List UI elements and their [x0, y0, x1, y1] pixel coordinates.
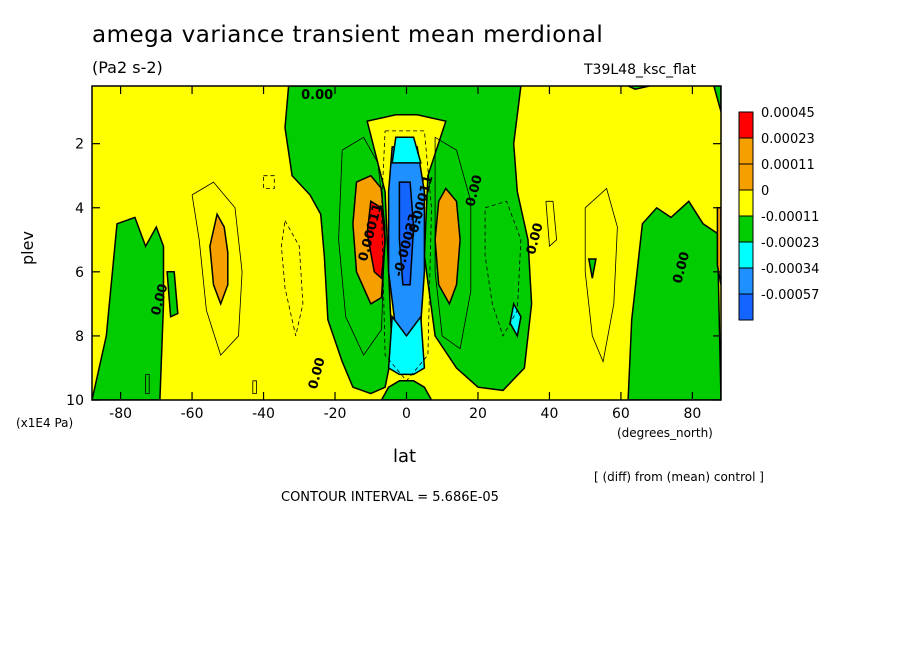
legend-label: -0.00011	[761, 210, 819, 225]
legend-label: -0.00023	[761, 236, 819, 251]
contour-line-sh-neg	[280, 220, 304, 336]
x-axis-units: (degrees_north)	[617, 426, 713, 440]
diff-footnote: [ (diff) from (mean) control ]	[594, 470, 764, 484]
contour-line-sh-small	[263, 175, 275, 189]
region-green-nh-top	[627, 86, 650, 90]
contour-line-small3	[252, 380, 257, 395]
color-legend: 0.00045 0.00023 0.00011 0 -0.00011 -0.00023 -0…	[738, 106, 819, 321]
region-green-bottom-center	[380, 380, 433, 400]
legend-swatch	[738, 137, 754, 165]
legend-swatch	[738, 163, 754, 191]
region-green-sh-small	[166, 271, 179, 318]
legend-label: 0	[761, 184, 769, 199]
contour-label: 0.00	[301, 88, 333, 103]
x-tick-label: 20	[469, 406, 487, 422]
region-green-nh-edge	[713, 86, 721, 112]
region-green-sh	[92, 216, 165, 400]
region-cyan-top	[391, 136, 422, 164]
contour-line-core-neg	[381, 130, 432, 382]
x-tick-label: 40	[541, 406, 559, 422]
x-axis-label: lat	[393, 446, 417, 467]
chart-title: amega variance transient mean merdional	[92, 22, 604, 48]
region-orange-sh	[209, 212, 229, 307]
y-axis: 2 4 6 8 10	[66, 137, 721, 409]
contour-line-sh-pos	[191, 181, 243, 356]
legend-label: -0.00034	[761, 262, 819, 277]
legend-swatch	[738, 241, 754, 269]
contour-line-e-neg	[484, 200, 522, 337]
contour-line-w-pos	[338, 136, 386, 356]
x-tick-label: -60	[181, 406, 204, 422]
region-darkblue	[398, 181, 415, 286]
y-axis-units: (x1E4 Pa)	[16, 416, 74, 430]
contour-line-e-pos	[434, 136, 472, 350]
legend-swatch	[738, 111, 754, 139]
y-tick-label: 10	[66, 393, 84, 409]
y-tick-label: 6	[75, 265, 84, 281]
y-tick-label: 2	[75, 137, 84, 153]
x-tick-label: -80	[109, 406, 132, 422]
x-tick-label: -40	[252, 406, 275, 422]
x-tick-label: 60	[612, 406, 630, 422]
region-green-small	[587, 258, 597, 279]
y-tick-label: 8	[75, 329, 84, 345]
legend-swatch	[738, 189, 754, 217]
region-green-nh	[627, 200, 721, 400]
region-cyan-center	[387, 314, 426, 376]
legend-label: 0.00023	[761, 132, 815, 147]
legend-label: -0.00057	[761, 288, 819, 303]
contour-interval: CONTOUR INTERVAL = 5.686E-05	[281, 490, 499, 505]
x-tick-label: -20	[324, 406, 347, 422]
legend-label: 0.00011	[761, 158, 815, 173]
region-cyan-small	[509, 301, 522, 339]
legend-label: 0.00045	[761, 106, 815, 121]
chart-units: (Pa2 s-2)	[92, 58, 163, 77]
run-label: T39L48_ksc_flat	[584, 62, 696, 78]
y-tick-label: 4	[75, 201, 84, 217]
contour-line-sh-small2	[145, 373, 150, 395]
legend-swatch	[738, 215, 754, 243]
x-tick-label: 0	[402, 406, 411, 422]
x-axis: -80 -60 -40 -20 0 20 40 60 80	[109, 86, 701, 422]
contour-field	[92, 86, 721, 400]
contour-line-nh-small	[545, 200, 558, 248]
region-orange-e	[434, 187, 461, 306]
x-tick-label: 80	[683, 406, 701, 422]
region-green-top	[284, 86, 533, 395]
contour-line-nh-pos	[584, 187, 618, 363]
legend-swatch	[738, 267, 754, 295]
legend-swatch	[738, 293, 754, 321]
